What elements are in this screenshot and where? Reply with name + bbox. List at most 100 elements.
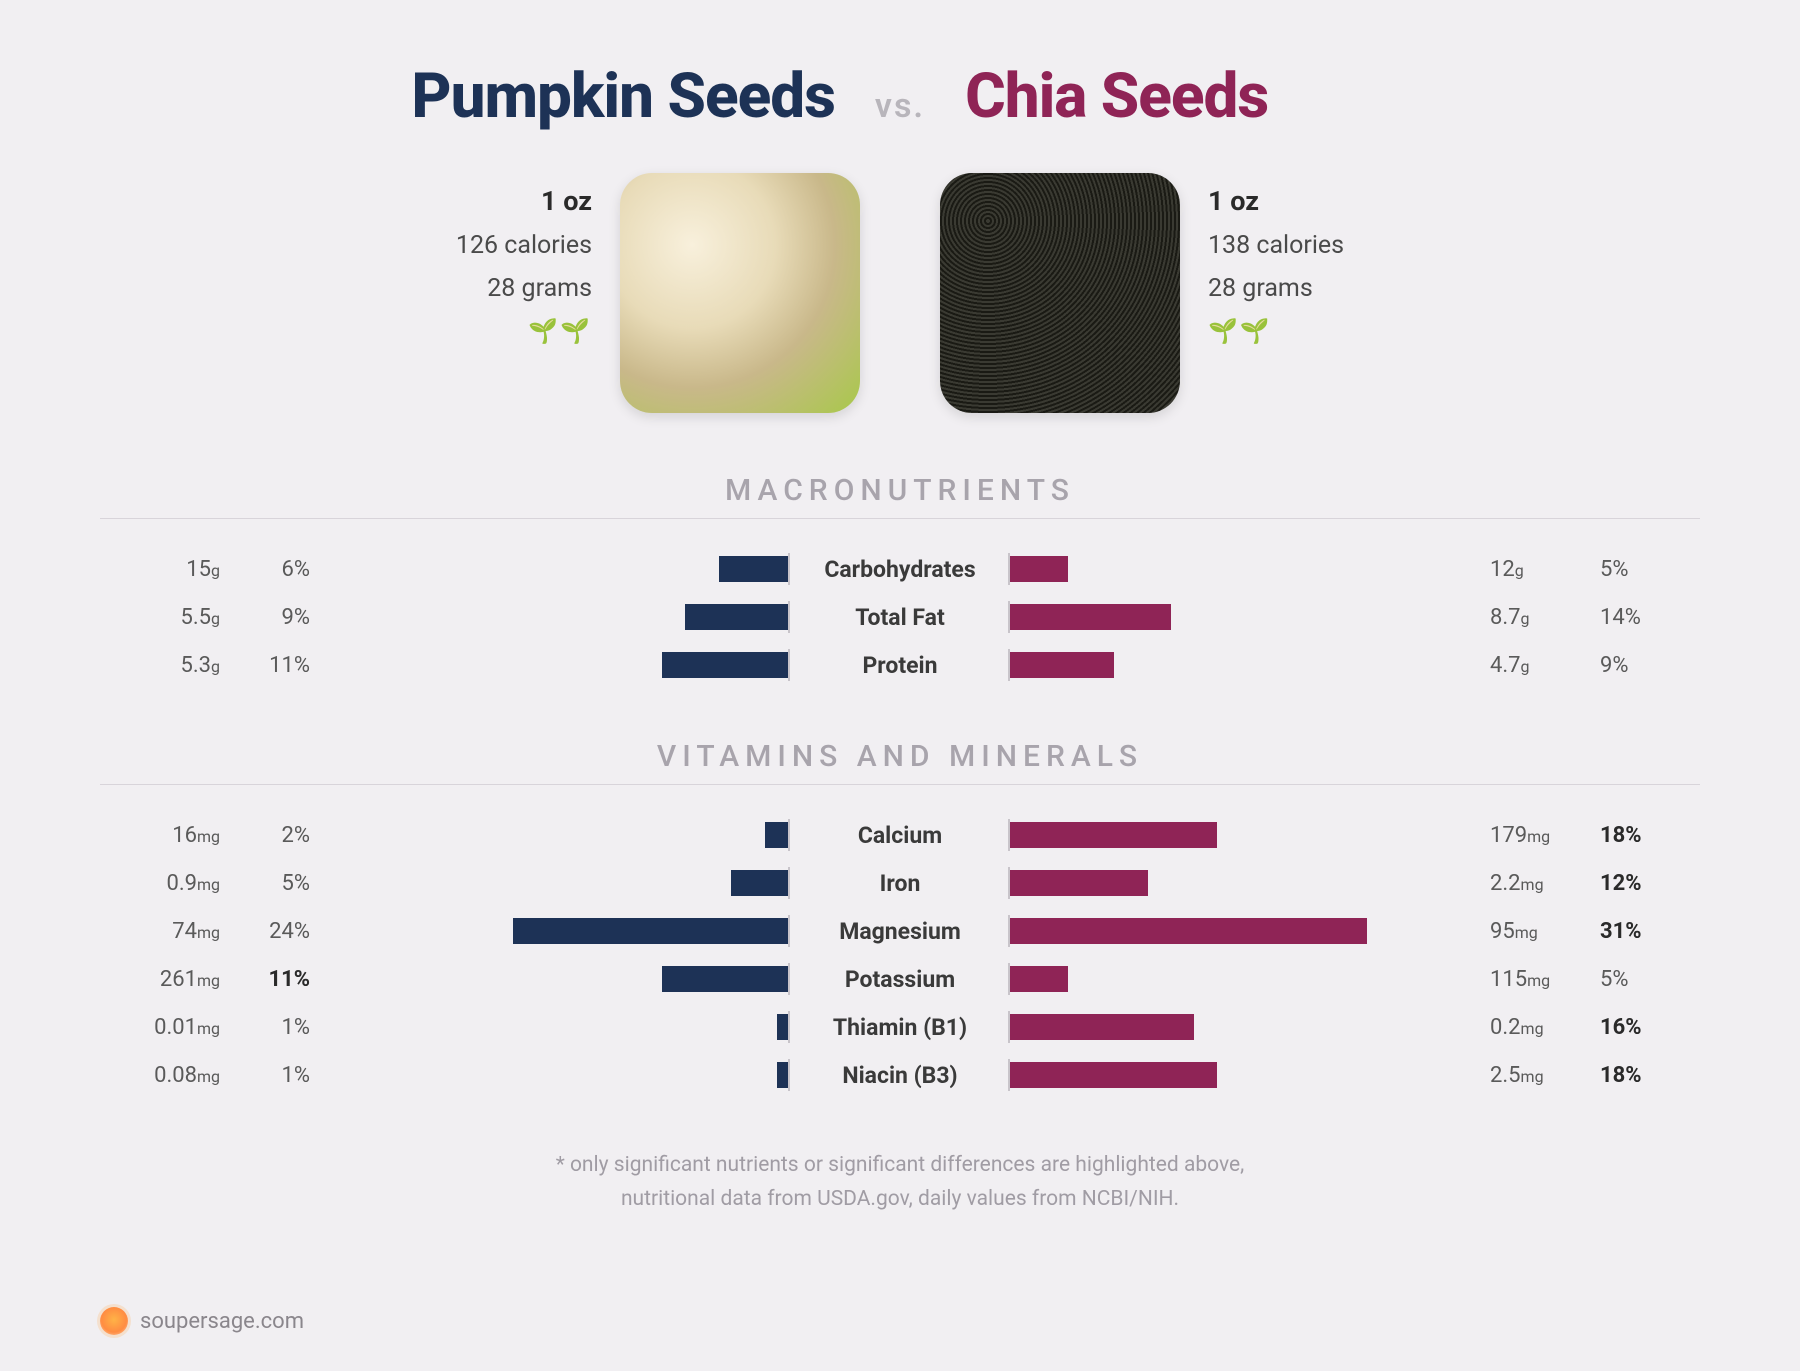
right-bar xyxy=(1010,870,1148,896)
left-bar xyxy=(513,918,788,944)
right-percent: 18% xyxy=(1600,823,1700,848)
left-food-title: Pumpkin Seeds xyxy=(100,60,835,133)
right-amount: 115mg xyxy=(1470,967,1600,992)
left-percent: 11% xyxy=(230,653,330,678)
left-food-block: 1 oz 126 calories 28 grams 🌱🌱 xyxy=(456,173,860,413)
right-bar xyxy=(1010,966,1068,992)
vitamins-section-title: VITAMINS AND MINERALS xyxy=(100,739,1700,774)
left-bar xyxy=(765,822,788,848)
left-food-info: 1 oz 126 calories 28 grams 🌱🌱 xyxy=(456,173,592,345)
right-percent: 31% xyxy=(1600,919,1700,944)
left-amount: 0.9mg xyxy=(100,871,230,896)
right-food-title: Chia Seeds xyxy=(965,60,1700,133)
left-bar-cell xyxy=(330,963,790,995)
nutrient-row: 261mg11%Potassium115mg5% xyxy=(100,955,1700,1003)
left-bar xyxy=(662,966,788,992)
comparison-header: Pumpkin Seeds vs. Chia Seeds xyxy=(100,60,1700,133)
right-bar-cell xyxy=(1008,553,1470,585)
left-bar-cell xyxy=(330,819,790,851)
nutrient-label: Protein xyxy=(790,652,1010,679)
right-bar xyxy=(1010,652,1114,678)
left-percent: 1% xyxy=(230,1063,330,1088)
right-percent: 18% xyxy=(1600,1063,1700,1088)
left-percent: 9% xyxy=(230,605,330,630)
right-amount: 2.2mg xyxy=(1470,871,1600,896)
left-bar-cell xyxy=(330,915,790,947)
left-serving: 1 oz xyxy=(541,185,592,217)
right-bar-cell xyxy=(1008,819,1470,851)
vitamins-table: 16mg2%Calcium179mg18%0.9mg5%Iron2.2mg12%… xyxy=(100,811,1700,1099)
nutrient-label: Calcium xyxy=(790,822,1010,849)
right-food-info: 1 oz 138 calories 28 grams 🌱🌱 xyxy=(1208,173,1344,345)
right-amount: 179mg xyxy=(1470,823,1600,848)
right-amount: 4.7g xyxy=(1470,653,1600,678)
left-amount: 15g xyxy=(100,557,230,582)
left-amount: 261mg xyxy=(100,967,230,992)
left-percent: 2% xyxy=(230,823,330,848)
right-bar-cell xyxy=(1008,1059,1470,1091)
right-amount: 0.2mg xyxy=(1470,1015,1600,1040)
footnote-line: * only significant nutrients or signific… xyxy=(100,1149,1700,1183)
right-bar-cell xyxy=(1008,915,1470,947)
left-amount: 0.08mg xyxy=(100,1063,230,1088)
vs-label: vs. xyxy=(875,86,925,126)
left-bar-cell xyxy=(330,601,790,633)
left-amount: 0.01mg xyxy=(100,1015,230,1040)
left-bar xyxy=(777,1014,788,1040)
left-percent: 6% xyxy=(230,557,330,582)
brand-icon xyxy=(100,1307,128,1335)
nutrient-label: Potassium xyxy=(790,966,1010,993)
left-amount: 74mg xyxy=(100,919,230,944)
sprout-icon: 🌱🌱 xyxy=(528,317,592,345)
right-percent: 5% xyxy=(1600,967,1700,992)
right-bar-cell xyxy=(1008,601,1470,633)
left-bar-cell xyxy=(330,1011,790,1043)
nutrient-row: 5.5g9%Total Fat8.7g14% xyxy=(100,593,1700,641)
left-percent: 1% xyxy=(230,1015,330,1040)
left-amount: 5.3g xyxy=(100,653,230,678)
nutrient-row: 15g6%Carbohydrates12g5% xyxy=(100,545,1700,593)
nutrient-label: Magnesium xyxy=(790,918,1010,945)
right-percent: 5% xyxy=(1600,557,1700,582)
nutrient-row: 0.08mg1% Niacin (B3) 2.5mg18% xyxy=(100,1051,1700,1099)
left-bar-cell xyxy=(330,867,790,899)
right-amount: 2.5mg xyxy=(1470,1063,1600,1088)
divider xyxy=(100,784,1700,785)
sprout-icon: 🌱🌱 xyxy=(1208,317,1272,345)
nutrient-label: Iron xyxy=(790,870,1010,897)
nutrient-row: 16mg2% Calcium 179mg18% xyxy=(100,811,1700,859)
right-weight: 28 grams xyxy=(1208,274,1313,303)
footnote-line: nutritional data from USDA.gov, daily va… xyxy=(100,1183,1700,1217)
left-amount: 5.5g xyxy=(100,605,230,630)
brand-attribution: soupersage.com xyxy=(100,1307,304,1335)
right-bar xyxy=(1010,1062,1217,1088)
right-bar xyxy=(1010,556,1068,582)
right-bar xyxy=(1010,822,1217,848)
nutrient-label: Carbohydrates xyxy=(790,556,1010,583)
right-bar xyxy=(1010,604,1171,630)
right-bar-cell xyxy=(1008,867,1470,899)
left-amount: 16mg xyxy=(100,823,230,848)
nutrient-label: Thiamin (B1) xyxy=(790,1014,1010,1041)
left-bar-cell xyxy=(330,649,790,681)
brand-label: soupersage.com xyxy=(140,1309,304,1334)
left-bar xyxy=(719,556,788,582)
footnote: * only significant nutrients or signific… xyxy=(100,1149,1700,1216)
divider xyxy=(100,518,1700,519)
macros-section-title: MACRONUTRIENTS xyxy=(100,473,1700,508)
right-bar-cell xyxy=(1008,963,1470,995)
left-bar-cell xyxy=(330,1059,790,1091)
left-bar xyxy=(662,652,788,678)
right-food-block: 1 oz 138 calories 28 grams 🌱🌱 xyxy=(940,173,1344,413)
right-amount: 8.7g xyxy=(1470,605,1600,630)
macros-table: 15g6%Carbohydrates12g5%5.5g9%Total Fat8.… xyxy=(100,545,1700,689)
right-bar xyxy=(1010,1014,1194,1040)
pumpkin-seeds-image xyxy=(620,173,860,413)
right-bar-cell xyxy=(1008,1011,1470,1043)
right-calories: 138 calories xyxy=(1208,231,1344,260)
nutrient-row: 74mg24%Magnesium95mg31% xyxy=(100,907,1700,955)
left-bar-cell xyxy=(330,553,790,585)
left-bar xyxy=(685,604,788,630)
right-percent: 12% xyxy=(1600,871,1700,896)
nutrient-label: Niacin (B3) xyxy=(790,1062,1010,1089)
